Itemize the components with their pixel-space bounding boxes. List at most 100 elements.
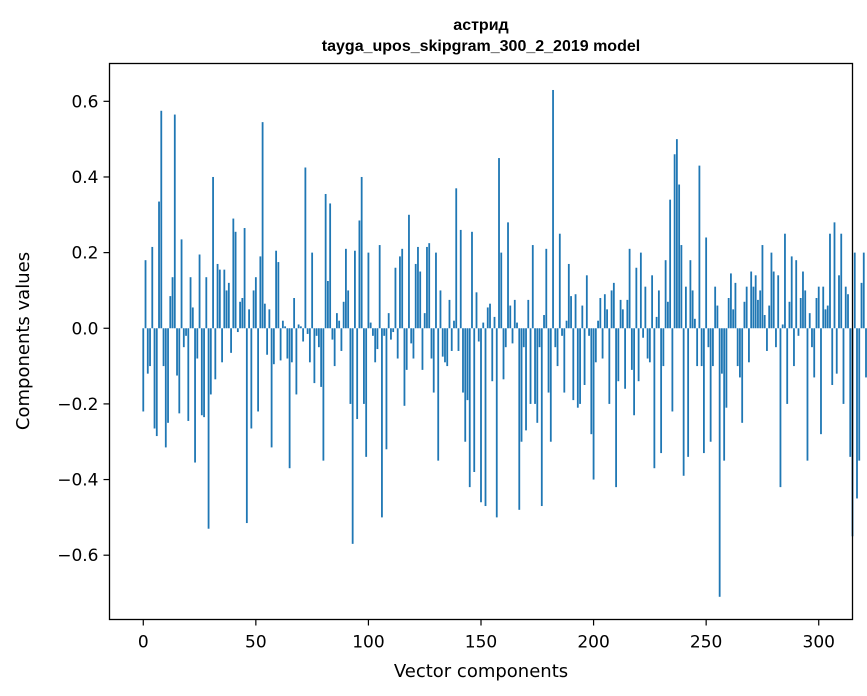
bar-300	[817, 286, 820, 329]
bar-210	[615, 328, 617, 488]
bar-222	[642, 328, 645, 338]
x-tick-label: 50	[245, 633, 267, 653]
bar-208	[610, 290, 613, 329]
bar-167	[518, 328, 521, 510]
y-tick-label: 0.6	[71, 92, 98, 112]
bar-203	[599, 298, 602, 329]
bar-27	[203, 328, 205, 418]
bar-216	[628, 248, 631, 329]
bar-83	[329, 203, 332, 329]
bar-160	[502, 328, 505, 380]
bar-309	[838, 275, 840, 329]
bar-194	[579, 328, 581, 404]
bar-125	[423, 313, 426, 329]
bar-247	[698, 165, 701, 329]
bar-270	[750, 271, 753, 329]
bar-16	[178, 328, 181, 414]
bar-56	[268, 309, 271, 329]
bar-297	[811, 328, 813, 348]
bar-59	[275, 250, 278, 329]
bar-254	[714, 286, 717, 329]
bar-221	[639, 252, 642, 329]
bar-197	[585, 275, 588, 329]
bar-144	[466, 328, 469, 401]
bar-307	[833, 222, 836, 329]
bar-41	[234, 231, 237, 329]
bars-group	[142, 89, 867, 597]
bar-19	[185, 328, 187, 336]
bar-62	[281, 320, 284, 329]
bar-118	[408, 214, 410, 329]
bar-13	[171, 277, 174, 329]
bar-139	[455, 188, 458, 329]
bar-26	[200, 328, 203, 416]
bar-217	[630, 328, 633, 370]
bar-302	[822, 286, 825, 329]
bar-87	[338, 320, 341, 329]
bar-68	[295, 328, 298, 395]
bar-240	[682, 328, 685, 476]
bar-153	[486, 307, 489, 329]
bar-126	[426, 246, 428, 329]
bar-138	[453, 320, 455, 329]
bar-171	[527, 299, 530, 329]
bar-92	[349, 328, 352, 404]
bar-76	[313, 328, 316, 384]
bar-54	[263, 303, 266, 329]
bar-288	[790, 256, 793, 329]
bar-220	[637, 328, 640, 382]
bar-77	[315, 328, 318, 336]
bar-55	[266, 328, 269, 355]
bar-163	[509, 305, 512, 329]
bar-196	[583, 328, 586, 385]
bar-81	[324, 193, 327, 329]
bar-286	[786, 328, 789, 404]
x-axis-label: Vector components	[394, 661, 568, 682]
bar-150	[480, 328, 482, 503]
bar-36	[223, 269, 226, 329]
bar-272	[754, 275, 757, 329]
bar-205	[603, 294, 606, 329]
bar-290	[795, 260, 798, 329]
y-axis-ticks: −0.6 −0.4 −0.2 0.0 0.2 0.4 0.6	[57, 92, 110, 566]
bar-114	[399, 256, 401, 329]
bar-50	[254, 277, 257, 329]
bar-134	[444, 328, 446, 363]
bar-188	[565, 320, 568, 329]
bar-29	[207, 328, 210, 529]
bar-64	[286, 328, 289, 359]
bar-12	[169, 296, 172, 329]
bar-190	[570, 296, 572, 329]
bar-182	[552, 89, 554, 329]
bar-214	[624, 328, 626, 389]
bar-276	[763, 315, 766, 329]
bar-60	[277, 262, 280, 329]
bar-11	[167, 328, 169, 423]
bar-179	[545, 248, 548, 329]
chart-title-line1: астрид	[453, 17, 508, 34]
bar-267	[743, 301, 746, 329]
bar-98	[363, 328, 365, 404]
bar-280	[772, 271, 775, 329]
bar-0	[142, 328, 145, 412]
bar-282	[777, 275, 780, 329]
bar-206	[606, 309, 608, 329]
bar-48	[250, 328, 253, 429]
bar-304	[826, 305, 829, 329]
bar-88	[340, 328, 343, 351]
bar-127	[428, 243, 431, 329]
bar-186	[561, 328, 563, 336]
bar-128	[430, 328, 433, 359]
bar-52	[259, 256, 262, 329]
bar-141	[459, 229, 462, 329]
bar-124	[421, 328, 424, 370]
bar-296	[808, 313, 811, 329]
bar-226	[651, 275, 654, 329]
bar-200	[592, 328, 595, 480]
bar-120	[412, 328, 415, 359]
bar-93	[351, 328, 354, 544]
bar-223	[644, 286, 647, 329]
bar-151	[482, 322, 485, 329]
bar-148	[475, 292, 478, 329]
bar-100	[367, 252, 370, 329]
